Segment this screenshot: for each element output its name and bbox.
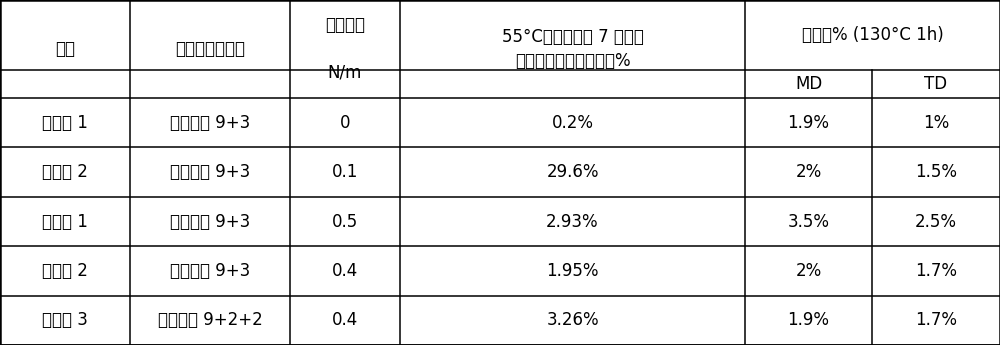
Text: 0.2%: 0.2% <box>552 114 594 132</box>
Text: 1.9%: 1.9% <box>788 114 830 132</box>
Text: 单面混涂 9+3: 单面混涂 9+3 <box>170 262 250 280</box>
Text: 1.7%: 1.7% <box>915 311 957 329</box>
Text: 单面混涂 9+3: 单面混涂 9+3 <box>170 163 250 181</box>
Text: 0: 0 <box>340 114 350 132</box>
Text: 涂覆体系及规格: 涂覆体系及规格 <box>175 40 245 58</box>
Text: 0.4: 0.4 <box>332 262 358 280</box>
Text: MD: MD <box>795 75 822 93</box>
Text: 热收缩% (130°C 1h): 热收缩% (130°C 1h) <box>802 26 943 44</box>
Text: 2.93%: 2.93% <box>546 213 599 230</box>
Text: 粘接强度

N/m: 粘接强度 N/m <box>325 17 365 82</box>
Text: 0.4: 0.4 <box>332 311 358 329</box>
Text: 实施例 1: 实施例 1 <box>42 213 88 230</box>
Text: 1%: 1% <box>923 114 949 132</box>
Text: 对比例 2: 对比例 2 <box>42 163 88 181</box>
Text: TD: TD <box>924 75 948 93</box>
Text: 1.95%: 1.95% <box>546 262 599 280</box>
Text: 单面混涂 9+3: 单面混涂 9+3 <box>170 114 250 132</box>
Text: 1.7%: 1.7% <box>915 262 957 280</box>
Text: 0.1: 0.1 <box>332 163 358 181</box>
Text: 2%: 2% <box>795 262 822 280</box>
Text: 1.5%: 1.5% <box>915 163 957 181</box>
Text: 55°C电解液浸泡 7 天后每
微米涂层厚度透气增率%: 55°C电解液浸泡 7 天后每 微米涂层厚度透气增率% <box>502 28 643 70</box>
Text: 实施例 3: 实施例 3 <box>42 311 88 329</box>
Text: 对比例 1: 对比例 1 <box>42 114 88 132</box>
Text: 2%: 2% <box>795 163 822 181</box>
Text: 3.26%: 3.26% <box>546 311 599 329</box>
Text: 3.5%: 3.5% <box>788 213 830 230</box>
Text: 29.6%: 29.6% <box>546 163 599 181</box>
Text: 单面混涂 9+3: 单面混涂 9+3 <box>170 213 250 230</box>
Text: 双面混涂 9+2+2: 双面混涂 9+2+2 <box>158 311 262 329</box>
Text: 0.5: 0.5 <box>332 213 358 230</box>
Text: 2.5%: 2.5% <box>915 213 957 230</box>
Text: 1.9%: 1.9% <box>788 311 830 329</box>
Text: 实施例 2: 实施例 2 <box>42 262 88 280</box>
Text: 项目: 项目 <box>55 40 75 58</box>
